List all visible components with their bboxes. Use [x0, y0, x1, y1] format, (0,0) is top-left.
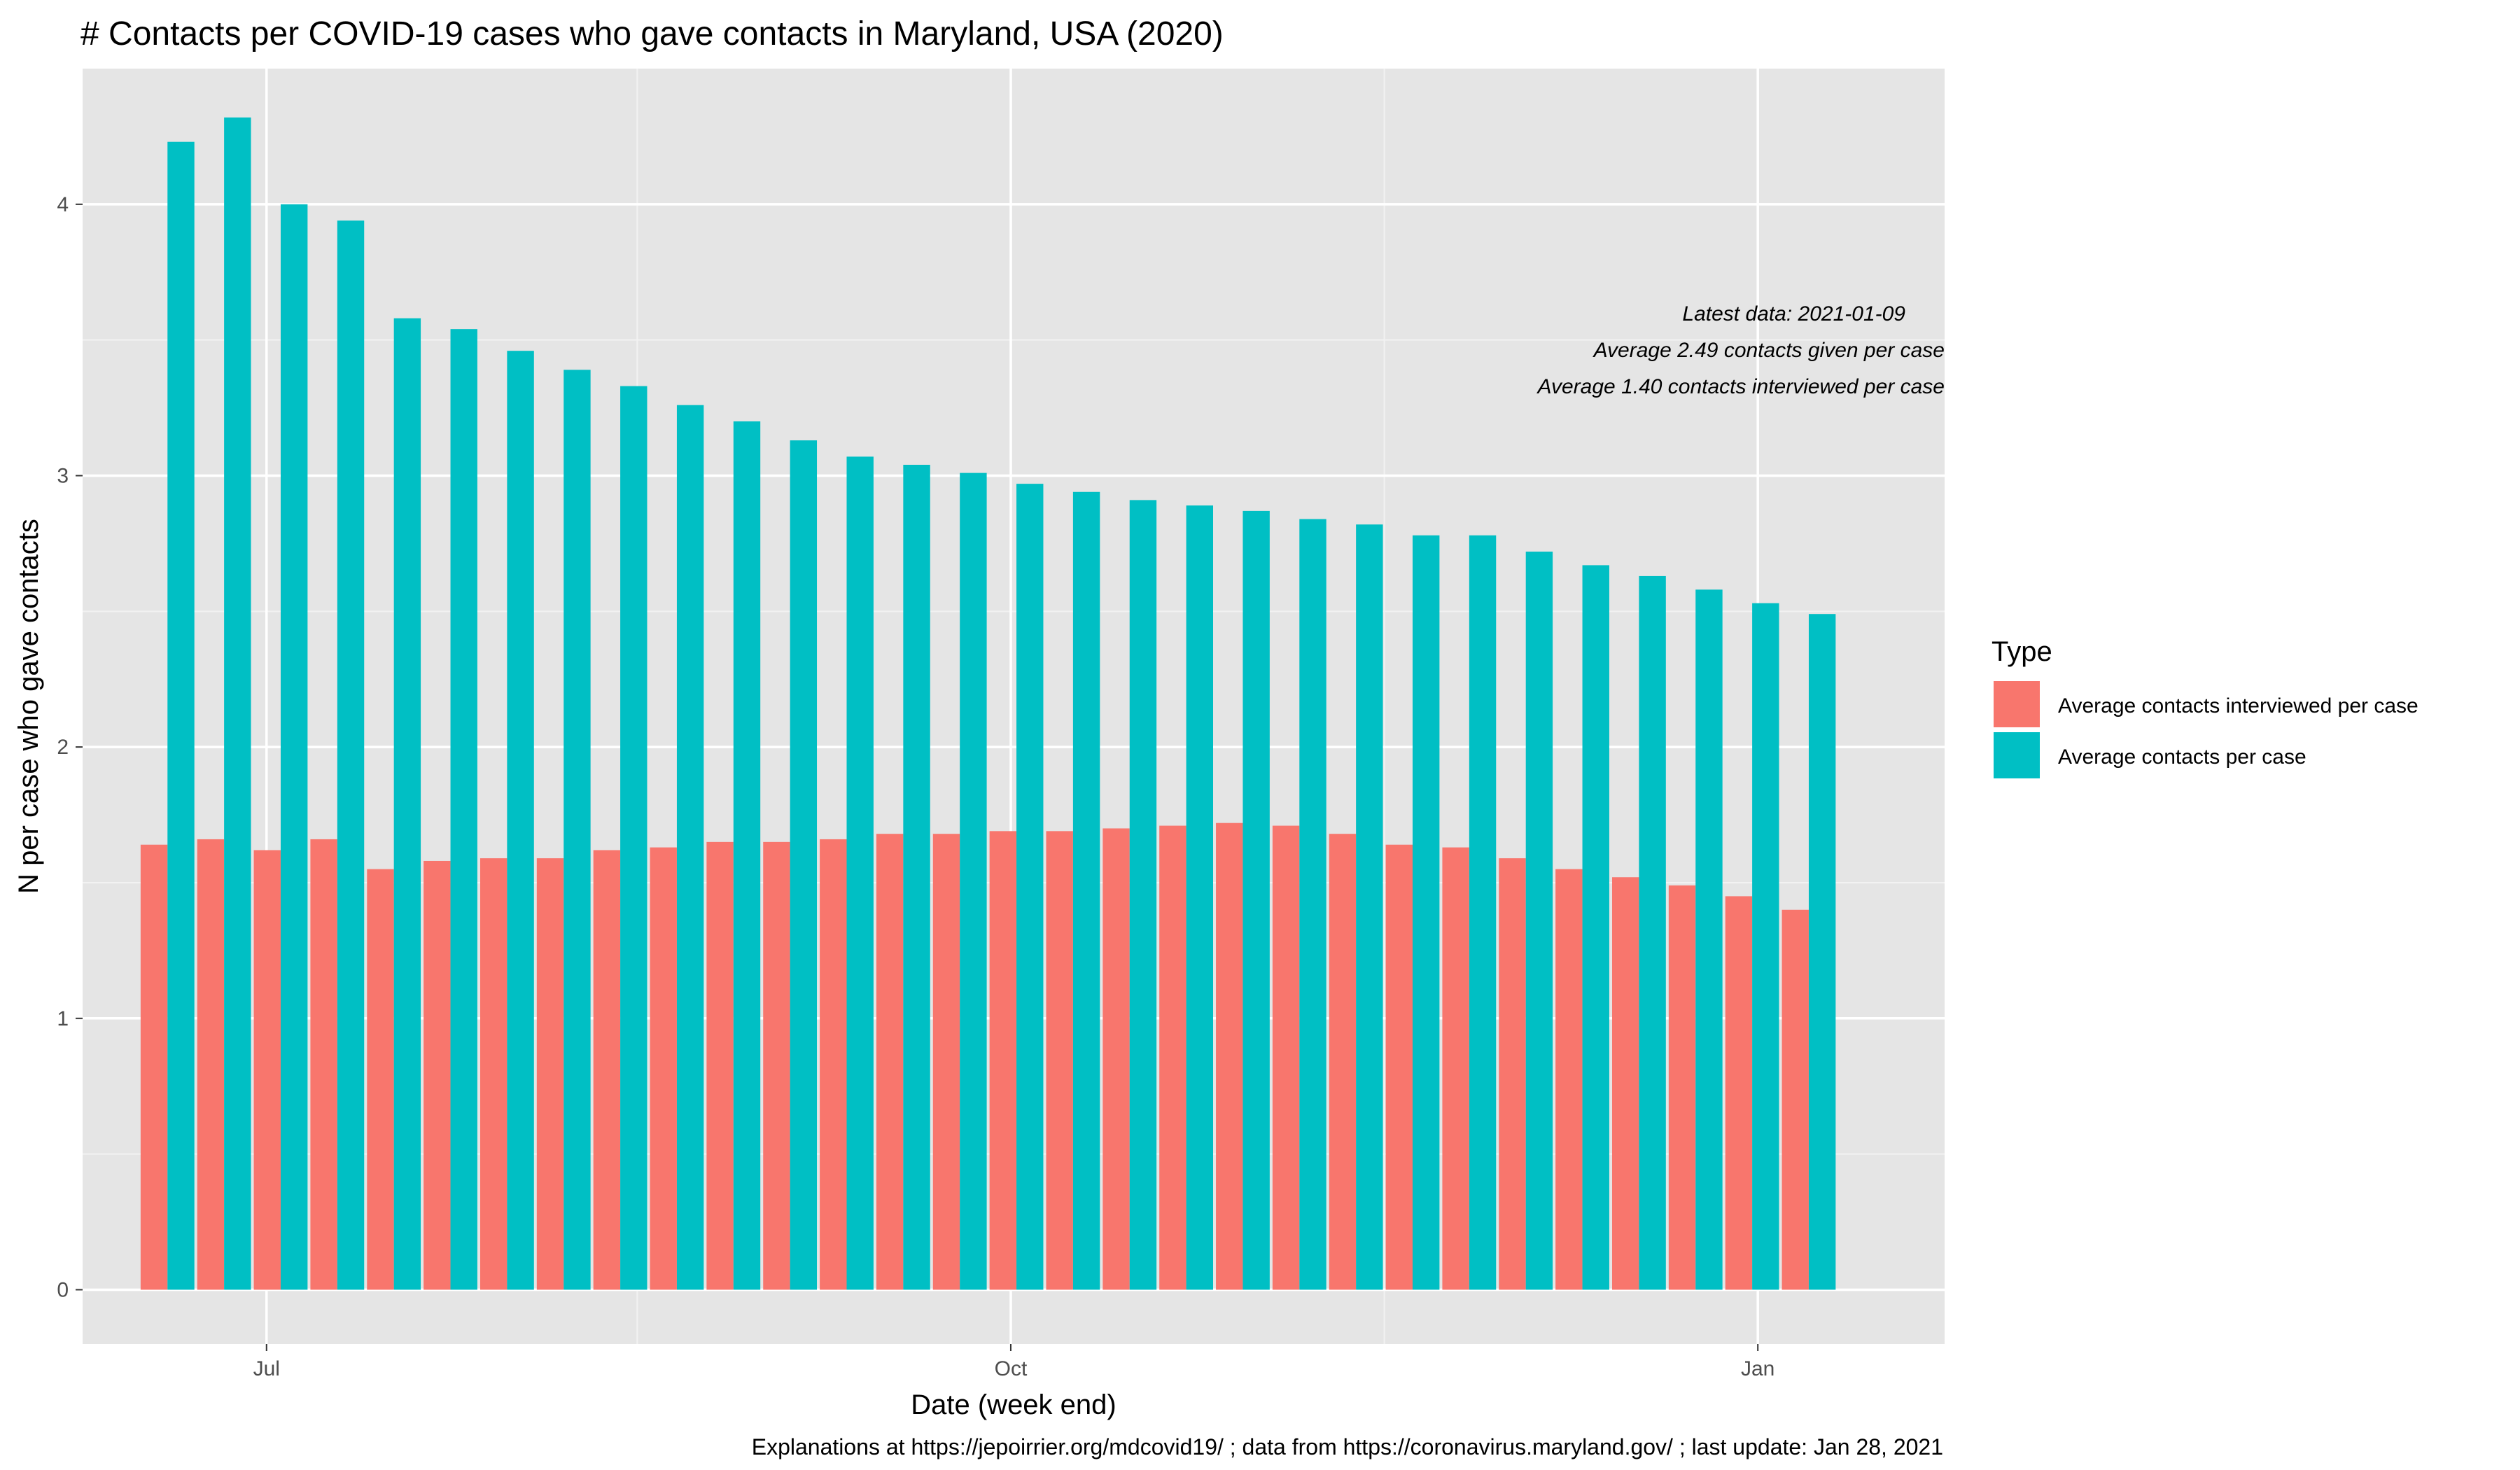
bar-interviewed-11	[763, 841, 790, 1290]
legend-label-contacts: Average contacts per case	[2058, 746, 2306, 769]
bar-interviewed-22	[1385, 844, 1413, 1290]
y-tick-label: 2	[57, 736, 69, 759]
caption: Explanations at https://jepoirrier.org/m…	[752, 1434, 1943, 1460]
bar-contacts-18	[1186, 505, 1213, 1290]
legend-title: Type	[1991, 636, 2052, 667]
bar-contacts-17	[1129, 500, 1157, 1290]
annotation-avg-given: Average 2.49 contacts given per case	[1592, 339, 1945, 362]
bars	[140, 117, 1836, 1290]
bar-interviewed-5	[424, 860, 451, 1290]
bar-contacts-21	[1356, 524, 1383, 1290]
bar-contacts-22	[1413, 535, 1440, 1290]
bar-interviewed-1	[197, 839, 225, 1290]
y-tick-label: 1	[57, 1007, 69, 1030]
x-tick-label: Oct	[995, 1357, 1028, 1380]
bar-contacts-13	[903, 464, 930, 1290]
annotation-avg-interviewed: Average 1.40 contacts interviewed per ca…	[1536, 375, 1945, 398]
bar-interviewed-29	[1782, 909, 1809, 1290]
bar-interviewed-24	[1499, 858, 1526, 1290]
bar-contacts-4	[393, 318, 421, 1290]
bar-interviewed-0	[140, 844, 168, 1290]
legend: Type Average contacts interviewed per ca…	[1991, 636, 2418, 778]
bar-contacts-27	[1695, 589, 1723, 1290]
bar-contacts-2	[280, 204, 308, 1290]
bar-interviewed-4	[367, 869, 394, 1290]
bar-contacts-29	[1808, 614, 1836, 1290]
bar-contacts-0	[167, 141, 195, 1290]
bar-interviewed-14	[932, 834, 960, 1290]
bar-contacts-14	[960, 472, 987, 1290]
annotations: Latest data: 2021-01-09 Average 2.49 con…	[1536, 302, 1945, 398]
x-axis-title: Date (week end)	[911, 1390, 1116, 1420]
bar-contacts-11	[790, 440, 818, 1290]
bar-contacts-5	[450, 329, 477, 1290]
bar-interviewed-3	[310, 839, 337, 1290]
bar-interviewed-12	[820, 839, 847, 1290]
legend-key-interviewed	[1994, 681, 2040, 727]
bar-interviewed-16	[1046, 831, 1073, 1290]
bar-contacts-28	[1752, 603, 1779, 1290]
bar-interviewed-23	[1442, 847, 1469, 1290]
bar-interviewed-20	[1272, 825, 1300, 1290]
bar-interviewed-21	[1329, 834, 1357, 1290]
y-tick-label: 0	[57, 1278, 69, 1301]
bar-interviewed-2	[253, 850, 281, 1290]
bar-contacts-8	[620, 386, 648, 1290]
bar-interviewed-17	[1102, 828, 1130, 1290]
legend-key-contacts	[1994, 732, 2040, 778]
bar-contacts-15	[1016, 484, 1044, 1290]
x-axis: Jul Oct Jan	[253, 1344, 1774, 1380]
bar-interviewed-9	[650, 847, 677, 1290]
bar-contacts-3	[337, 220, 365, 1290]
bar-interviewed-27	[1668, 885, 1696, 1290]
bar-interviewed-26	[1612, 877, 1639, 1290]
bar-contacts-20	[1299, 519, 1326, 1290]
bar-contacts-7	[564, 370, 591, 1290]
bar-interviewed-15	[989, 831, 1017, 1290]
x-tick-label: Jul	[253, 1357, 280, 1380]
bar-interviewed-25	[1555, 869, 1583, 1290]
bar-contacts-26	[1639, 575, 1666, 1290]
bar-contacts-9	[676, 405, 704, 1290]
bar-interviewed-10	[706, 841, 734, 1290]
y-tick-label: 4	[57, 193, 69, 216]
bar-interviewed-28	[1725, 896, 1753, 1290]
y-axis: 0 1 2 3 4	[57, 193, 83, 1301]
bar-contacts-16	[1072, 491, 1100, 1290]
y-axis-title: N per case who gave contacts	[13, 519, 44, 894]
bar-interviewed-13	[876, 834, 904, 1290]
bar-contacts-25	[1582, 565, 1609, 1290]
bar-contacts-12	[846, 456, 874, 1290]
bar-interviewed-8	[593, 850, 621, 1290]
bar-contacts-10	[733, 421, 761, 1290]
x-tick-label: Jan	[1741, 1357, 1774, 1380]
bar-contacts-1	[224, 117, 251, 1290]
bar-interviewed-18	[1159, 825, 1186, 1290]
bar-contacts-24	[1525, 552, 1553, 1290]
chart-title: # Contacts per COVID-19 cases who gave c…	[80, 15, 1224, 52]
bar-interviewed-7	[536, 858, 564, 1290]
bar-interviewed-19	[1216, 822, 1243, 1290]
bar-contacts-23	[1469, 535, 1497, 1290]
bar-contacts-19	[1242, 510, 1270, 1290]
legend-label-interviewed: Average contacts interviewed per case	[2058, 694, 2418, 718]
y-tick-label: 3	[57, 464, 69, 487]
bar-interviewed-6	[479, 858, 507, 1290]
bar-contacts-6	[507, 351, 534, 1290]
annotation-latest-data: Latest data: 2021-01-09	[1682, 302, 1905, 326]
